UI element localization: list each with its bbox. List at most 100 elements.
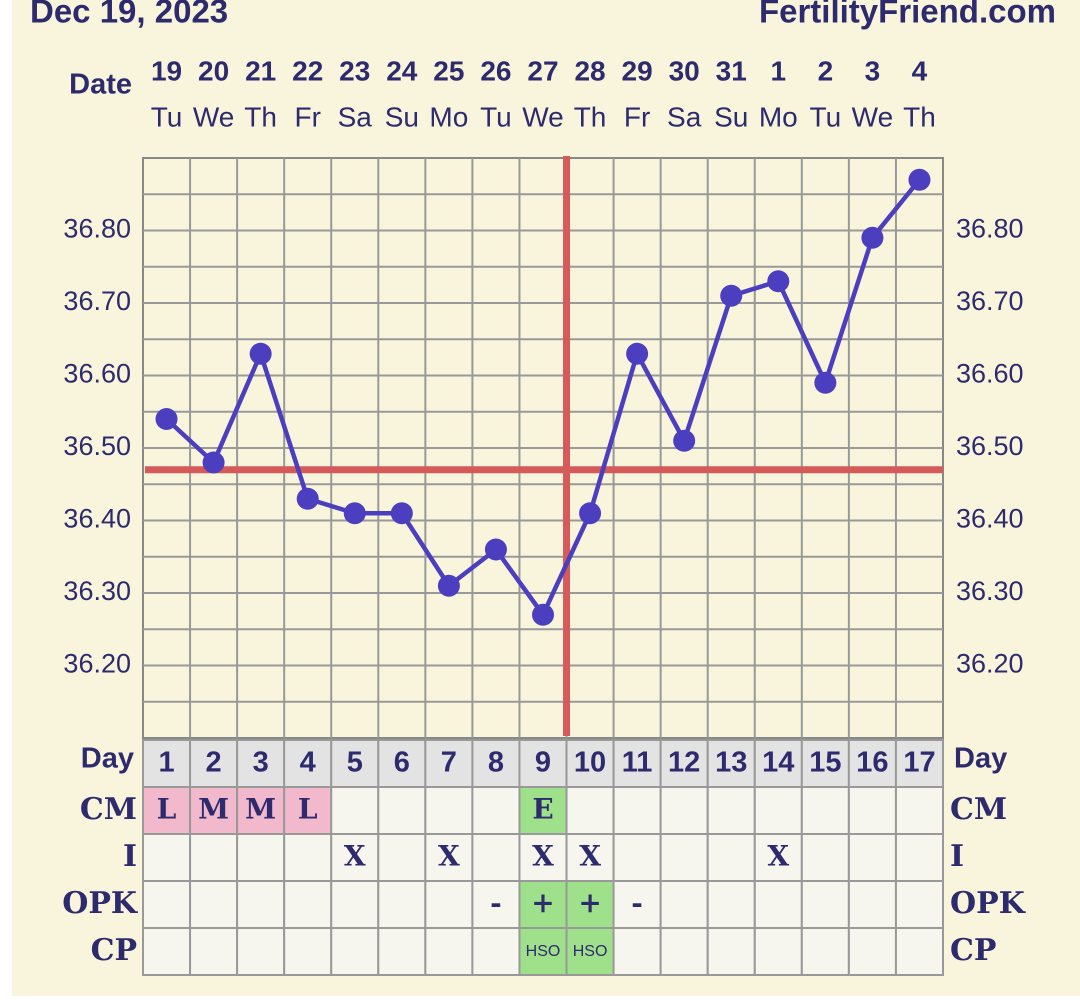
weekday-label: Tu	[151, 101, 183, 132]
row-cell	[424, 880, 474, 929]
row-cell	[330, 880, 380, 929]
temperature-point	[484, 538, 507, 561]
row-cell	[471, 786, 521, 835]
row-cell	[471, 880, 521, 929]
y-tick-label: 36.20	[63, 649, 131, 679]
date-label: 25	[433, 55, 464, 86]
temperature-point	[908, 168, 931, 191]
chart-title: Dec 19, 2023	[30, 0, 228, 30]
row-cell	[283, 833, 333, 882]
day-number: 11	[622, 747, 653, 779]
weekday-label: Su	[385, 101, 419, 132]
row-cell	[894, 927, 944, 976]
row-cell	[659, 880, 709, 929]
row-label: CP	[91, 933, 137, 968]
day-label-right: Day	[954, 743, 1007, 775]
day-number: 9	[535, 747, 551, 779]
day-number: 3	[253, 747, 269, 779]
row-cell	[142, 927, 192, 976]
temperature-point	[437, 574, 460, 597]
date-label: 3	[865, 55, 881, 86]
weekday-label: Th	[903, 101, 936, 132]
weekday-label: We	[193, 101, 235, 132]
y-tick-label: 36.30	[63, 576, 131, 606]
weekday-label: Sa	[338, 101, 373, 132]
row-cell	[894, 880, 944, 929]
row-label-right: I	[950, 839, 964, 874]
row-cell	[377, 927, 427, 976]
row-cell	[706, 927, 756, 976]
row-value: E	[532, 793, 553, 826]
day-cell	[706, 739, 756, 788]
row-cell	[330, 786, 380, 835]
row-value: -	[631, 887, 643, 920]
date-label: 28	[574, 55, 605, 86]
day-number: 12	[668, 747, 700, 779]
y-tick-label: 36.40	[63, 504, 131, 534]
temperature-point	[296, 487, 319, 510]
day-number: 1	[158, 747, 174, 779]
day-number: 6	[394, 747, 410, 779]
day-cell	[847, 739, 897, 788]
row-cell	[283, 880, 333, 929]
date-label: 4	[912, 55, 928, 86]
row-value: L	[298, 793, 318, 826]
temperature-point	[861, 226, 884, 249]
temperature-point	[249, 342, 272, 365]
row-value: +	[531, 887, 554, 920]
row-cell	[189, 927, 239, 976]
weekday-label: Tu	[480, 101, 512, 132]
temperature-point	[720, 284, 743, 307]
row-value: HSO	[573, 943, 608, 960]
row-cell	[612, 927, 662, 976]
row-cell	[424, 786, 474, 835]
row-cell	[377, 833, 427, 882]
row-value: -	[490, 887, 502, 920]
temperature-point	[626, 342, 649, 365]
date-label: 20	[198, 55, 229, 86]
row-value: M	[198, 793, 229, 826]
day-cell	[424, 739, 474, 788]
day-number: 16	[856, 747, 888, 779]
row-cell	[706, 880, 756, 929]
row-cell	[894, 833, 944, 882]
temperature-point	[390, 502, 413, 525]
row-cell	[847, 880, 897, 929]
row-cell	[800, 786, 850, 835]
y-tick-label: 36.70	[63, 286, 131, 316]
weekday-label: Mo	[429, 101, 468, 132]
date-label: 27	[527, 55, 558, 86]
y-tick-label-right: 36.50	[956, 431, 1024, 461]
row-value: M	[245, 793, 276, 826]
day-label: Day	[81, 743, 134, 775]
date-label: 29	[622, 55, 653, 86]
date-label: 21	[245, 55, 276, 86]
row-label: I	[123, 839, 137, 874]
row-cell	[142, 786, 192, 835]
temperature-point	[343, 502, 366, 525]
row-cell	[142, 833, 192, 882]
row-cell	[847, 833, 897, 882]
row-cell	[753, 927, 803, 976]
y-tick-label: 36.60	[63, 359, 131, 389]
y-tick-label-right: 36.60	[956, 359, 1024, 389]
row-cell	[377, 880, 427, 929]
row-cell	[847, 927, 897, 976]
row-cell	[236, 927, 286, 976]
row-cell	[565, 833, 615, 882]
row-cell	[659, 833, 709, 882]
row-cell	[236, 880, 286, 929]
row-label-right: CM	[950, 792, 1007, 827]
row-cell	[189, 786, 239, 835]
weekday-label: We	[852, 101, 894, 132]
row-value: X	[767, 840, 789, 873]
row-cell	[189, 833, 239, 882]
row-cell	[236, 833, 286, 882]
temperature-point	[532, 603, 554, 626]
date-label: 19	[151, 55, 182, 86]
row-label-right: OPK	[950, 886, 1026, 921]
row-cell	[800, 833, 850, 882]
temperature-point	[579, 502, 602, 525]
